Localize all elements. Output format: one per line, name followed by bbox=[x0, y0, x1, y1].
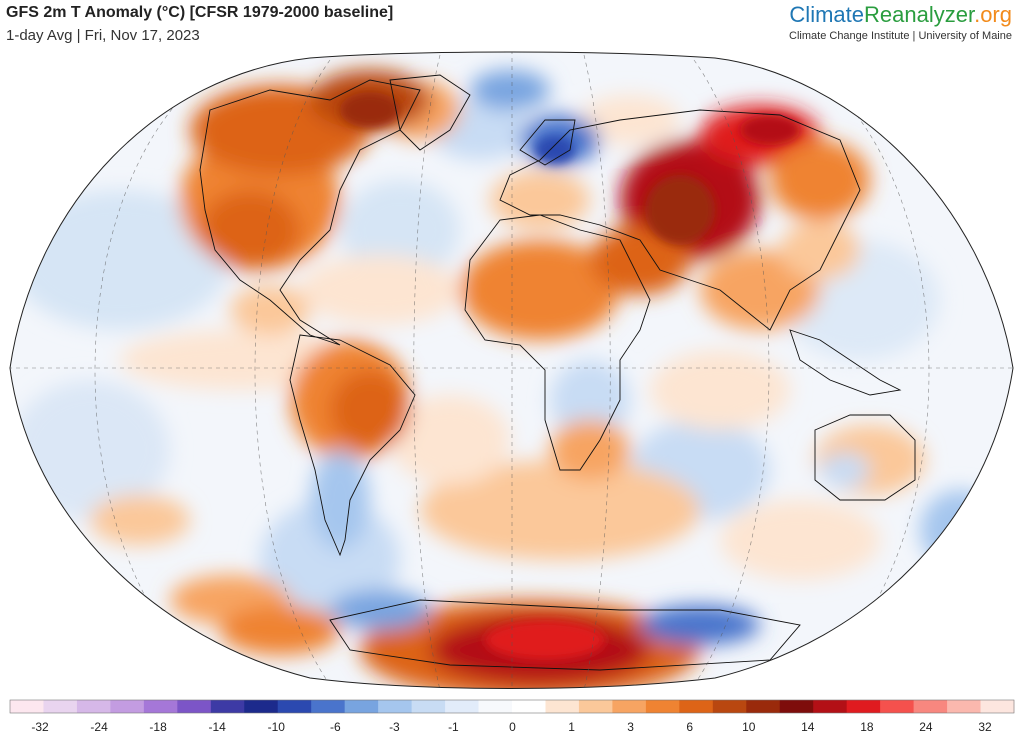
legend-swatch bbox=[43, 700, 78, 713]
brand-block: ClimateReanalyzer.org Climate Change Ins… bbox=[789, 3, 1012, 43]
legend-swatch bbox=[980, 700, 1015, 713]
legend-swatch bbox=[913, 700, 948, 713]
legend-tick-label: -32 bbox=[31, 720, 49, 734]
legend-tick-label: -10 bbox=[268, 720, 286, 734]
legend-tick-label: 10 bbox=[742, 720, 756, 734]
brand-logo[interactable]: ClimateReanalyzer.org bbox=[789, 3, 1012, 27]
legend-tick-label: 14 bbox=[801, 720, 815, 734]
legend-swatch bbox=[612, 700, 647, 713]
legend-swatch bbox=[779, 700, 814, 713]
legend-swatch bbox=[311, 700, 346, 713]
legend-swatch bbox=[110, 700, 145, 713]
legend-frame bbox=[9, 699, 1015, 714]
coastlines bbox=[199, 74, 916, 671]
legend-swatch bbox=[411, 700, 446, 713]
legend-tick-label: -24 bbox=[90, 720, 108, 734]
legend-ticks: -32 -24 -18 -14 -10 -6 -3 -1 0 1 3 6 10 14 18 24 32 bbox=[31, 720, 992, 734]
legend-tick-label: -3 bbox=[389, 720, 400, 734]
map-subtitle: 1-day Avg | Fri, Nov 17, 2023 bbox=[6, 27, 200, 44]
map-title: GFS 2m T Anomaly (°C) [CFSR 1979-2000 ba… bbox=[6, 4, 394, 21]
legend-swatch bbox=[679, 700, 714, 713]
legend-swatch bbox=[746, 700, 781, 713]
legend-swatches bbox=[10, 700, 1015, 713]
legend-tick-label: -14 bbox=[209, 720, 227, 734]
legend-swatch bbox=[277, 700, 312, 713]
legend-swatch bbox=[143, 700, 178, 713]
legend-tick-label: 24 bbox=[919, 720, 933, 734]
legend-swatch bbox=[947, 700, 982, 713]
legend-swatch bbox=[880, 700, 915, 713]
legend-swatch bbox=[813, 700, 848, 713]
legend-swatch bbox=[445, 700, 480, 713]
legend-tick-label: 0 bbox=[509, 720, 516, 734]
legend-swatch bbox=[244, 700, 279, 713]
legend-swatch bbox=[846, 700, 881, 713]
world-anomaly-map bbox=[9, 51, 1014, 689]
brand-part-reanalyzer: Reanalyzer bbox=[864, 2, 975, 27]
legend-swatch bbox=[177, 700, 212, 713]
legend-swatch bbox=[210, 700, 245, 713]
legend-tick-label: 3 bbox=[627, 720, 634, 734]
legend-tick-label: -6 bbox=[330, 720, 341, 734]
legend-swatch bbox=[344, 700, 379, 713]
legend-swatch bbox=[645, 700, 680, 713]
anomaly-field bbox=[10, 52, 1013, 689]
legend-tick-label: -1 bbox=[448, 720, 459, 734]
globe-outline bbox=[9, 51, 1014, 689]
legend-swatch bbox=[578, 700, 613, 713]
legend-tick-label: 6 bbox=[686, 720, 693, 734]
graticule bbox=[10, 52, 1013, 689]
brand-part-org: .org bbox=[974, 2, 1012, 27]
legend-tick-label: 1 bbox=[568, 720, 575, 734]
legend-swatch bbox=[76, 700, 111, 713]
legend-swatch bbox=[512, 700, 546, 713]
legend-swatch bbox=[478, 700, 513, 713]
legend-swatch bbox=[10, 700, 44, 713]
legend-swatch bbox=[712, 700, 747, 713]
legend-tick-label: -18 bbox=[149, 720, 167, 734]
brand-affiliation: Climate Change Institute | University of… bbox=[789, 30, 1012, 42]
legend-swatch bbox=[545, 700, 580, 713]
legend-swatch bbox=[378, 700, 413, 713]
legend-tick-label: 32 bbox=[978, 720, 992, 734]
legend-tick-label: 18 bbox=[860, 720, 874, 734]
brand-part-climate: Climate bbox=[789, 2, 864, 27]
